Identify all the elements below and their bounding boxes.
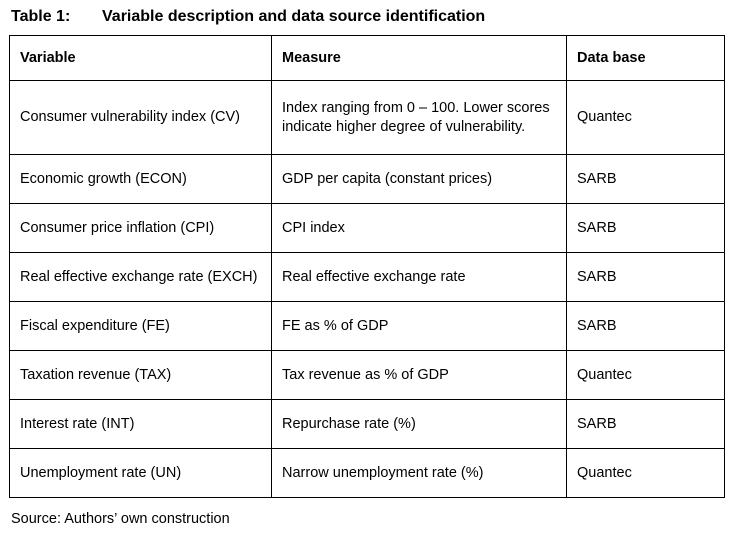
column-header-database: Data base (566, 35, 725, 82)
variables-table: Variable Measure Data base Consumer vuln… (9, 35, 725, 499)
table-caption-number: Table 1: (11, 8, 71, 25)
table-body: Consumer vulnerability index (CV) Index … (9, 80, 725, 499)
measure-cell: Tax revenue as % of GDP (271, 350, 567, 401)
measure-cell: FE as % of GDP (271, 301, 567, 352)
variable-cell: Consumer vulnerability index (CV) (9, 80, 272, 156)
table-row: Consumer vulnerability index (CV) Index … (9, 80, 725, 156)
column-header-variable: Variable (9, 35, 272, 82)
database-cell: SARB (566, 154, 725, 205)
database-cell: Quantec (566, 80, 725, 156)
database-cell: Quantec (566, 350, 725, 401)
table-row: Unemployment rate (UN) Narrow unemployme… (9, 448, 725, 499)
table-row: Real effective exchange rate (EXCH) Real… (9, 252, 725, 303)
measure-cell: Narrow unemployment rate (%) (271, 448, 567, 499)
table-caption: Table 1: Variable description and data s… (9, 7, 732, 26)
measure-cell: Index ranging from 0 – 100. Lower scores… (271, 80, 567, 156)
table-row: Fiscal expenditure (FE) FE as % of GDP S… (9, 301, 725, 352)
database-cell: SARB (566, 252, 725, 303)
database-cell: SARB (566, 301, 725, 352)
variable-cell: Taxation revenue (TAX) (9, 350, 272, 401)
measure-cell: Real effective exchange rate (271, 252, 567, 303)
table-row: Interest rate (INT) Repurchase rate (%) … (9, 399, 725, 450)
table-caption-title: Variable description and data source ide… (102, 8, 486, 25)
table-row: Consumer price inflation (CPI) CPI index… (9, 203, 725, 254)
column-header-measure: Measure (271, 35, 567, 82)
measure-cell: CPI index (271, 203, 567, 254)
variable-cell: Consumer price inflation (CPI) (9, 203, 272, 254)
variable-cell: Fiscal expenditure (FE) (9, 301, 272, 352)
measure-cell: GDP per capita (constant prices) (271, 154, 567, 205)
measure-cell: Repurchase rate (%) (271, 399, 567, 450)
source-note: Source: Authors’ own construction (11, 511, 230, 528)
header-row: Variable Measure Data base (9, 35, 725, 82)
database-cell: Quantec (566, 448, 725, 499)
variable-cell: Economic growth (ECON) (9, 154, 272, 205)
database-cell: SARB (566, 203, 725, 254)
variable-cell: Real effective exchange rate (EXCH) (9, 252, 272, 303)
table-row: Economic growth (ECON) GDP per capita (c… (9, 154, 725, 205)
table-row: Taxation revenue (TAX) Tax revenue as % … (9, 350, 725, 401)
variable-cell: Interest rate (INT) (9, 399, 272, 450)
variable-cell: Unemployment rate (UN) (9, 448, 272, 499)
database-cell: SARB (566, 399, 725, 450)
